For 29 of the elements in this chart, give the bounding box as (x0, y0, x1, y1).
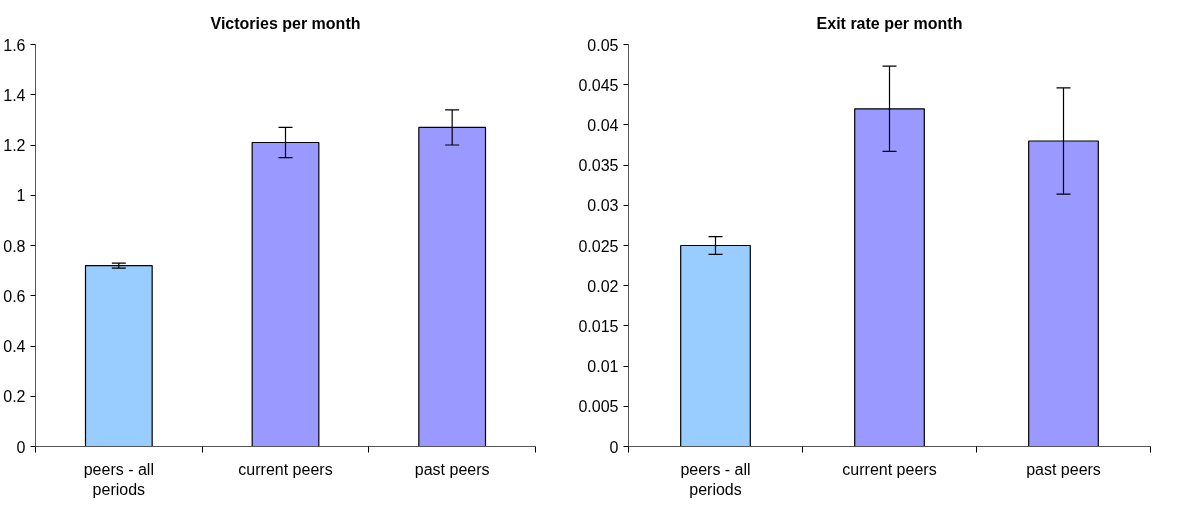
y-tick-label: 0.01 (587, 358, 619, 376)
x-tick-label: current peers (238, 460, 333, 478)
y-tick-label: 1.4 (3, 86, 26, 104)
y-tick-label: 0.04 (587, 116, 619, 134)
y-tick-label: 1.2 (3, 137, 26, 154)
y-tick-label: 0.02 (587, 277, 619, 295)
y-tick-label: 0.045 (578, 76, 619, 94)
x-tick-label: past peers (1026, 460, 1101, 478)
x-tick-label: peers - all periods (83, 460, 154, 498)
chart-title: Victories per month (210, 15, 361, 32)
y-tick-label: 0.005 (578, 398, 619, 416)
y-tick-label: 0.2 (3, 388, 26, 406)
x-tick-label: current peers (842, 460, 937, 478)
x-tick-label: peers - all periods (680, 460, 751, 498)
y-tick-label: 0.03 (587, 197, 619, 215)
bar (84, 265, 153, 447)
y-tick-label: 1 (16, 187, 26, 205)
y-tick-label: 0 (16, 438, 26, 456)
y-tick-label: 0.015 (578, 317, 619, 335)
x-tick-label: past peers (414, 460, 490, 478)
y-tick-label: 0 (609, 438, 619, 456)
y-tick-label: 0.6 (3, 287, 26, 305)
y-tick-label: 0.4 (3, 338, 26, 355)
y-tick-label: 0.025 (578, 237, 619, 255)
y-tick-label: 0.035 (578, 157, 619, 175)
y-tick-label: 1.6 (3, 36, 26, 54)
chart-title: Exit rate per month (816, 15, 963, 32)
y-tick-label: 0.05 (587, 36, 619, 54)
y-tick-label: 0.8 (3, 237, 26, 255)
